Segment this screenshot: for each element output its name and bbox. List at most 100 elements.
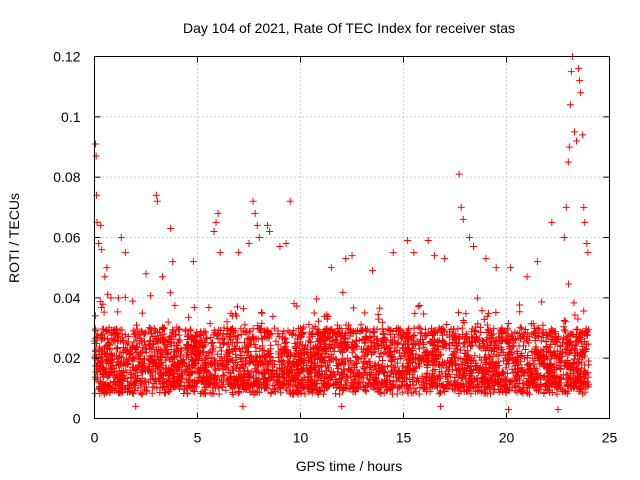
data-point [116,382,124,390]
data-point [489,352,497,360]
chart-title: Day 104 of 2021, Rate Of TEC Index for r… [183,20,515,36]
data-point [167,381,175,389]
data-point [228,356,236,364]
data-point [183,390,191,398]
data-point [545,363,553,371]
data-point [456,368,464,376]
data-point [542,352,550,360]
data-point [428,328,436,336]
data-point [323,362,331,370]
data-point [243,377,251,385]
data-point [524,329,532,337]
data-point [483,329,491,337]
data-point [386,330,394,338]
data-point [367,337,375,345]
data-point [533,386,541,394]
data-point [152,191,160,199]
data-point [481,354,489,362]
data-point [495,339,503,347]
data-point [369,327,377,335]
data-point [317,355,325,363]
data-point [138,378,146,386]
data-point [506,336,514,344]
data-point [114,343,122,351]
data-point [238,382,246,390]
data-point [244,367,252,375]
data-point [421,348,429,356]
data-point [454,345,462,353]
data-point [104,290,112,298]
data-point [230,372,238,380]
data-point [482,336,490,344]
data-point [346,332,354,340]
data-point [566,382,574,390]
data-point [217,353,225,361]
data-point [451,377,459,385]
data-point [249,325,257,333]
data-point [321,353,329,361]
data-point [579,131,587,139]
data-point [573,137,581,145]
data-point [396,355,404,363]
data-point [92,152,100,160]
data-point [569,361,577,369]
data-point [463,351,471,359]
data-point [391,344,399,352]
data-point [314,355,322,363]
data-point [216,356,224,364]
data-point [285,388,293,396]
data-point [576,386,584,394]
data-point [172,342,180,350]
data-point [517,351,525,359]
data-point [550,327,558,335]
data-point [193,332,201,340]
data-point [522,345,530,353]
data-point [584,249,592,257]
data-point [248,382,256,390]
data-point [141,342,149,350]
data-point [102,326,110,334]
data-point [210,380,218,388]
data-point [342,255,350,263]
data-point [523,273,531,281]
data-point [537,337,545,345]
data-point [377,337,385,345]
data-point [361,366,369,374]
data-point [103,382,111,390]
data-point [304,386,312,394]
data-point [415,323,423,331]
data-point [498,324,506,332]
data-point [519,330,527,338]
data-point [258,309,266,317]
data-point [389,377,397,385]
data-point [425,356,433,364]
x-tick-labels: 0 5 10 15 20 25 [91,430,618,446]
data-point [164,387,172,395]
data-point [286,329,294,337]
data-point [108,350,116,358]
data-point [249,197,257,205]
data-point [557,357,565,365]
data-point [91,312,99,320]
data-point [369,365,377,373]
data-point [271,388,279,396]
data-point [239,364,247,372]
data-point [430,252,438,260]
data-point [219,366,227,374]
data-point [566,337,574,345]
data-point [228,389,236,397]
data-point [197,364,205,372]
data-point [103,264,111,272]
data-point [339,344,347,352]
data-point [263,366,271,374]
data-point [158,273,166,281]
data-point [260,370,268,378]
data-point [132,333,140,341]
data-point [371,362,379,370]
data-point [313,376,321,384]
data-point [171,353,179,361]
data-point [290,300,298,308]
data-point [503,360,511,368]
data-point [459,382,467,390]
data-point [294,368,302,376]
